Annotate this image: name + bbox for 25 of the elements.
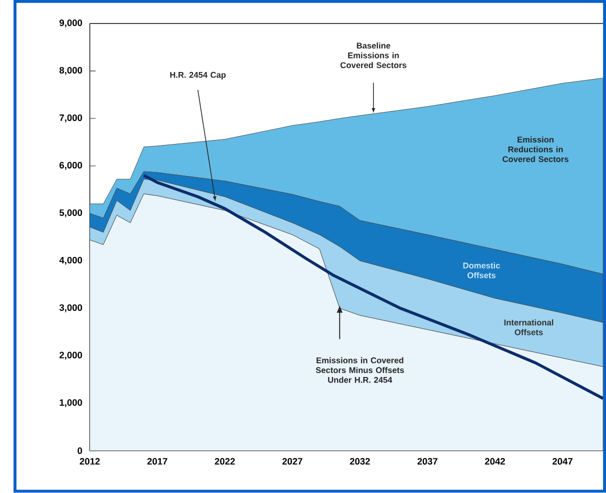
y-tick-label: 4,000 xyxy=(59,256,82,265)
series-label: Emissions in Covered Sectors Minus Offsets Under H.R. 2454 xyxy=(316,357,404,383)
y-tick-label: 7,000 xyxy=(60,114,82,122)
y-tick-label: 1,000 xyxy=(60,399,82,408)
y-tick-label: 3,000 xyxy=(59,304,82,312)
y-tick-label: 0 xyxy=(78,448,82,454)
y-tick-label: 2,000 xyxy=(60,352,82,360)
x-tick-label: 2027 xyxy=(282,458,302,465)
line-series xyxy=(142,174,605,400)
y-tick-label: 5,000 xyxy=(59,210,82,218)
x-tick-label: 2042 xyxy=(484,458,505,465)
x-tick-label: 2047 xyxy=(552,458,572,465)
y-tick-label: 6,000 xyxy=(60,162,82,170)
series-label: Domestic Offsets xyxy=(463,262,500,278)
y-tick-label: 9,000 xyxy=(60,20,82,28)
series-label: Emission Reductions in Covered Sectors xyxy=(502,136,568,162)
x-tick-label: 2032 xyxy=(350,458,370,465)
y-tick-label: 8,000 xyxy=(59,67,82,76)
x-tick-label: 2022 xyxy=(214,458,235,465)
x-tick-label: 2037 xyxy=(417,458,438,465)
x-tick-label: 2012 xyxy=(80,458,100,465)
x-tick-label: 2017 xyxy=(147,458,168,465)
series-label: International Offsets xyxy=(504,319,554,336)
text: H.R. 2454 Cap xyxy=(170,72,226,80)
annotation: Baseline Emissions in Covered Sectors xyxy=(340,42,406,68)
